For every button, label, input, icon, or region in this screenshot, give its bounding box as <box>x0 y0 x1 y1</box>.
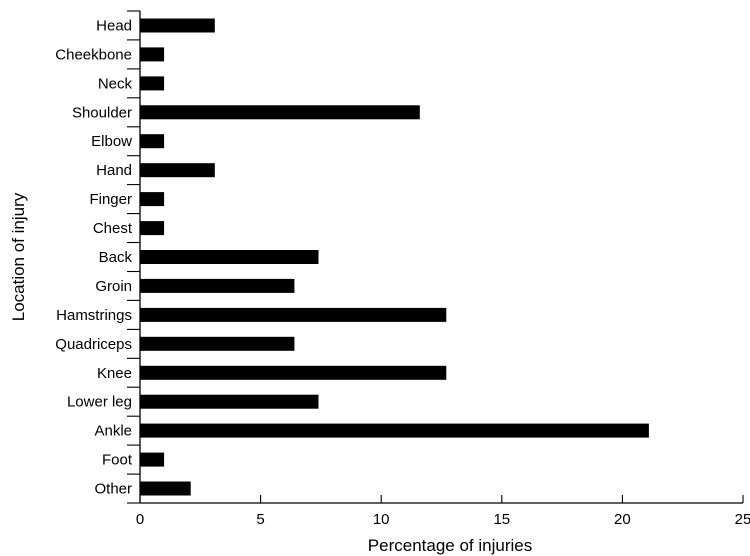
category-label-ankle: Ankle <box>94 423 132 440</box>
bar-neck <box>140 76 165 91</box>
category-label-quadriceps: Quadriceps <box>55 336 132 353</box>
category-label-cheekbone: Cheekbone <box>55 46 132 63</box>
category-label-groin: Groin <box>95 278 132 295</box>
category-label-hamstrings: Hamstrings <box>56 307 132 324</box>
x-tick-label: 15 <box>493 511 510 528</box>
x-tick-label: 5 <box>256 511 264 528</box>
bar-ankle <box>140 423 649 438</box>
x-tick-label: 25 <box>735 511 750 528</box>
category-label-shoulder: Shoulder <box>72 104 132 121</box>
x-tick-label: 0 <box>136 511 144 528</box>
category-labels-group: Head Cheekbone Neck Shoulder Elbow Hand Finger… <box>55 17 133 497</box>
bar-chest <box>140 221 165 236</box>
category-label-head: Head <box>96 17 132 34</box>
category-label-hand: Hand <box>96 162 132 179</box>
bar-groin <box>140 278 295 293</box>
x-ticks-group: 0 5 10 15 20 25 <box>136 495 750 528</box>
bar-knee <box>140 365 447 380</box>
bar-shoulder <box>140 105 420 120</box>
category-label-elbow: Elbow <box>91 133 132 150</box>
bar-cheekbone <box>140 47 165 62</box>
category-label-knee: Knee <box>97 365 132 382</box>
category-label-back: Back <box>99 249 133 266</box>
category-label-other: Other <box>94 481 132 498</box>
x-tick-label: 20 <box>614 511 631 528</box>
bar-other <box>140 481 191 496</box>
bars-group <box>140 18 649 496</box>
bar-elbow <box>140 134 165 149</box>
category-label-finger: Finger <box>89 191 132 208</box>
y-ticks-group <box>127 10 140 504</box>
bar-quadriceps <box>140 336 295 351</box>
y-axis-title: Location of injury <box>9 192 28 321</box>
category-label-neck: Neck <box>98 75 133 92</box>
x-axis-title: Percentage of injuries <box>368 536 532 555</box>
category-label-lower-leg: Lower leg <box>67 394 132 411</box>
bar-hand <box>140 163 215 178</box>
bar-back <box>140 250 319 264</box>
bar-hamstrings <box>140 307 447 322</box>
bar-head <box>140 18 215 33</box>
x-tick-label: 10 <box>373 511 390 528</box>
bar-foot <box>140 452 165 467</box>
category-label-foot: Foot <box>102 452 133 469</box>
category-label-chest: Chest <box>93 220 133 237</box>
bar-lower-leg <box>140 394 319 409</box>
bar-finger <box>140 192 165 207</box>
